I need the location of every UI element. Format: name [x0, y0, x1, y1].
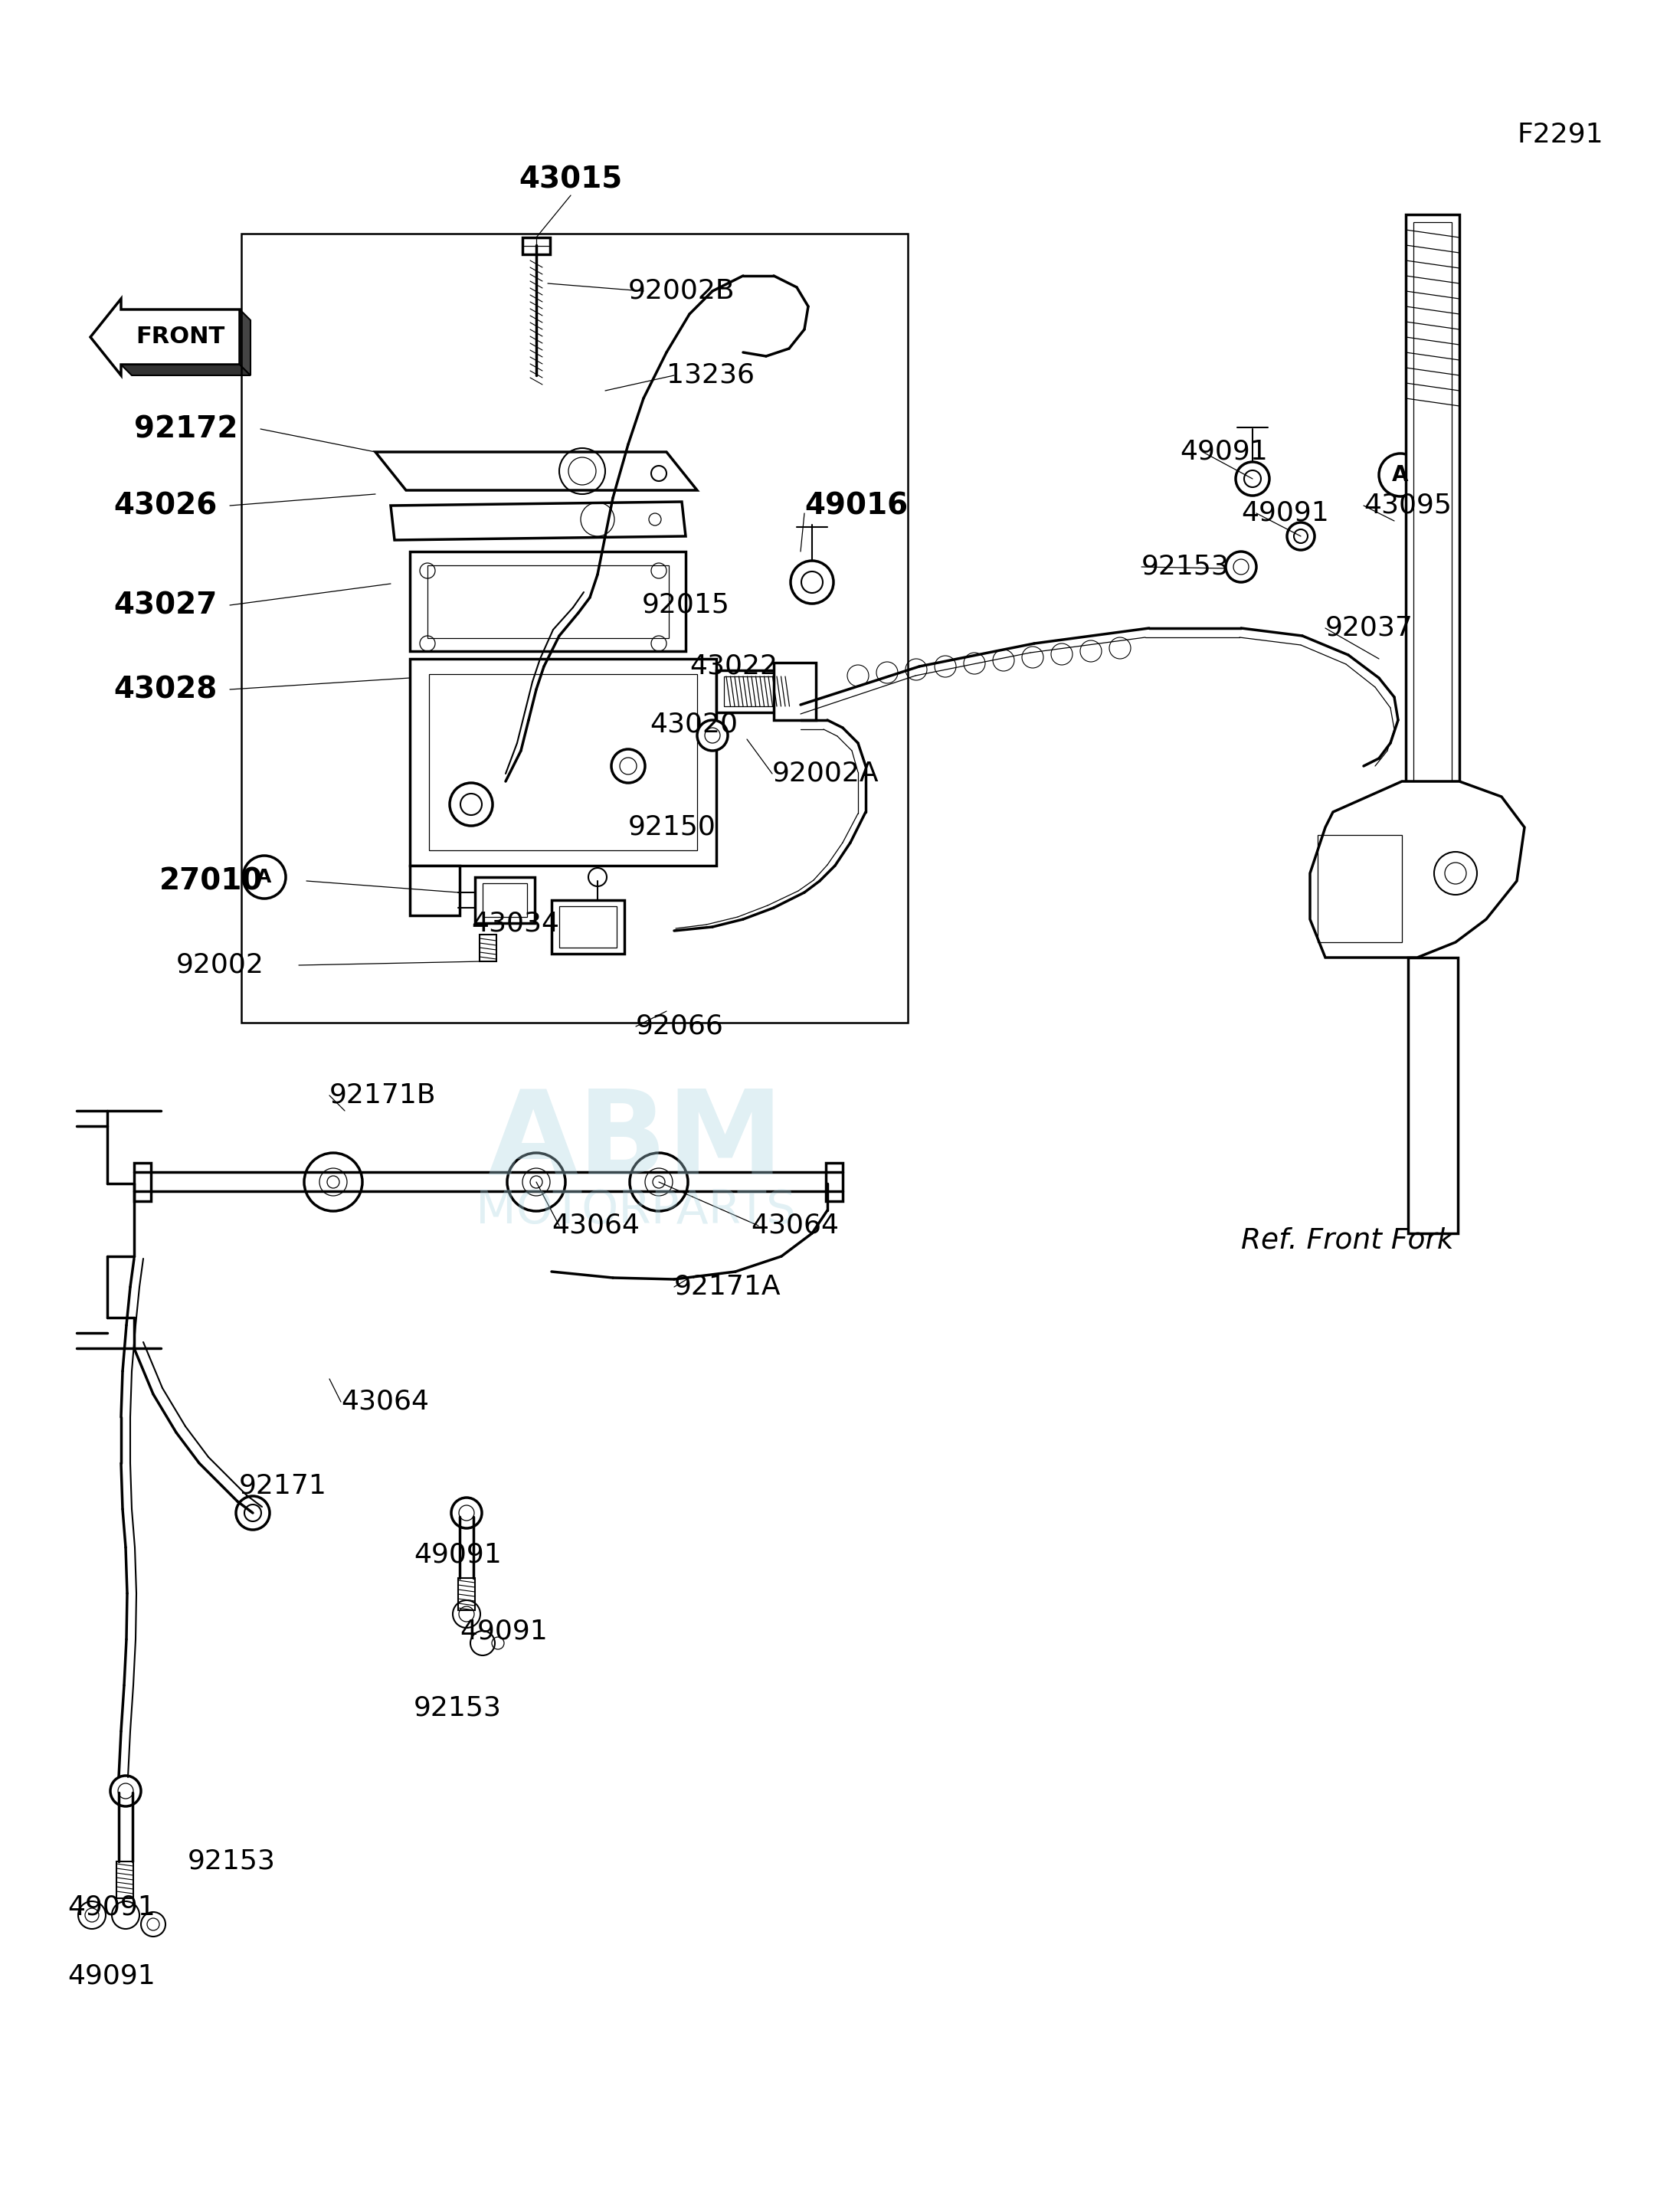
Circle shape: [235, 1496, 270, 1529]
Bar: [242, 233, 907, 1022]
Circle shape: [1287, 523, 1314, 549]
Text: 43027: 43027: [113, 591, 217, 620]
Polygon shape: [391, 501, 685, 540]
Text: 49091: 49091: [67, 1894, 155, 1920]
Text: 92037: 92037: [1326, 615, 1413, 642]
Bar: [774, 663, 816, 721]
Bar: [724, 677, 795, 705]
Bar: [410, 551, 685, 650]
Text: 92002B: 92002B: [628, 279, 736, 303]
Text: 92153: 92153: [413, 1696, 502, 1720]
Text: Ref. Front Fork: Ref. Front Fork: [1242, 1228, 1453, 1254]
Text: 92015: 92015: [642, 593, 731, 617]
Polygon shape: [375, 453, 697, 490]
Text: 43020: 43020: [650, 712, 738, 736]
Polygon shape: [121, 365, 250, 376]
Text: A: A: [1393, 464, 1408, 486]
Bar: [1408, 958, 1458, 1233]
Circle shape: [452, 1498, 482, 1529]
Text: FRONT: FRONT: [136, 325, 225, 347]
Bar: [482, 883, 528, 916]
Bar: [522, 237, 549, 255]
Text: 43064: 43064: [341, 1389, 428, 1415]
Bar: [1413, 222, 1452, 896]
Text: 49091: 49091: [1242, 501, 1329, 527]
Text: MOTORPARTS: MOTORPARTS: [475, 1189, 796, 1233]
Bar: [428, 674, 697, 850]
Circle shape: [630, 1153, 687, 1211]
Text: 92153: 92153: [1141, 554, 1230, 580]
Bar: [410, 659, 716, 866]
Bar: [827, 1162, 843, 1202]
Polygon shape: [91, 299, 240, 376]
Text: 49016: 49016: [805, 492, 907, 521]
Text: 92066: 92066: [635, 1013, 724, 1039]
Polygon shape: [1310, 782, 1524, 958]
Text: 92150: 92150: [628, 815, 716, 839]
Bar: [134, 1162, 151, 1202]
Bar: [427, 565, 669, 637]
Bar: [1317, 835, 1401, 943]
Bar: [559, 905, 617, 947]
Text: 49091: 49091: [413, 1542, 502, 1569]
Text: 43064: 43064: [551, 1213, 640, 1239]
Circle shape: [304, 1153, 363, 1211]
Text: 92153: 92153: [188, 1848, 276, 1874]
Text: 13236: 13236: [667, 363, 754, 389]
Text: 92002: 92002: [176, 951, 264, 978]
Text: 92171B: 92171B: [329, 1083, 437, 1109]
Text: 92171: 92171: [239, 1474, 328, 1498]
Circle shape: [489, 760, 522, 795]
Text: A: A: [257, 868, 272, 885]
Text: 43022: 43022: [689, 653, 778, 679]
Text: 27010: 27010: [160, 866, 264, 896]
Circle shape: [697, 721, 727, 751]
Bar: [551, 901, 625, 953]
Circle shape: [612, 749, 645, 782]
Text: 92172: 92172: [134, 415, 239, 444]
Circle shape: [791, 560, 833, 604]
Text: 49091: 49091: [460, 1619, 548, 1646]
Bar: [459, 1577, 475, 1610]
Circle shape: [450, 782, 492, 826]
Text: 43064: 43064: [751, 1213, 838, 1239]
Text: 43026: 43026: [113, 492, 217, 521]
Bar: [716, 670, 801, 712]
Bar: [1406, 215, 1460, 903]
Circle shape: [111, 1775, 141, 1806]
Text: 43034: 43034: [470, 910, 559, 936]
Text: 49091: 49091: [1179, 439, 1268, 466]
Bar: [479, 934, 496, 962]
Circle shape: [244, 855, 286, 899]
Text: 92171A: 92171A: [674, 1274, 781, 1301]
Text: 49091: 49091: [67, 1964, 155, 1990]
Text: ABM: ABM: [487, 1085, 785, 1200]
Circle shape: [1379, 453, 1421, 497]
Text: 43028: 43028: [113, 674, 217, 703]
Circle shape: [1226, 551, 1257, 582]
Bar: [410, 866, 460, 916]
Polygon shape: [240, 310, 250, 376]
Text: 43015: 43015: [519, 165, 623, 196]
Circle shape: [1236, 461, 1270, 497]
Text: 92002A: 92002A: [773, 760, 879, 787]
Text: 43095: 43095: [1364, 492, 1452, 518]
Bar: [116, 1861, 133, 1898]
Circle shape: [507, 1153, 566, 1211]
Bar: [475, 877, 534, 923]
Text: F2291: F2291: [1517, 121, 1603, 147]
